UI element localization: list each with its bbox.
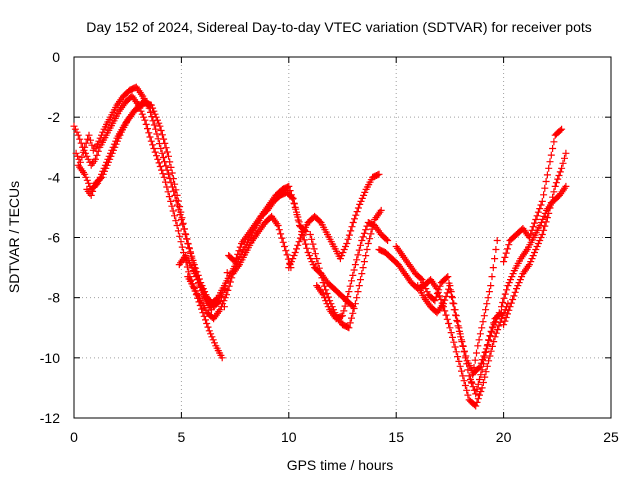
- y-tick-label: -6: [48, 230, 61, 246]
- point-markers: [220, 188, 310, 311]
- point-markers: [175, 182, 357, 311]
- y-tick-label: 0: [52, 49, 60, 65]
- x-tick-label: 5: [178, 429, 186, 445]
- axis-ticks: 0 5 10 15 20 25 0 -2 -4 -6 -8 -10 -12: [40, 49, 619, 445]
- point-markers: [414, 282, 505, 398]
- series-track-17: [500, 149, 570, 329]
- series-track-6: [184, 212, 295, 323]
- series-track-4: [83, 98, 151, 199]
- chart-title: Day 152 of 2024, Sidereal Day-to-day VTE…: [86, 19, 592, 35]
- series-track-8: [285, 170, 383, 272]
- x-tick-label: 10: [281, 429, 297, 445]
- point-markers: [500, 149, 570, 329]
- series-track-7: [220, 188, 310, 311]
- point-markers: [83, 98, 151, 199]
- series-track-3: [74, 98, 215, 314]
- series-track-14: [467, 237, 501, 386]
- series-track-10: [313, 219, 392, 323]
- point-markers: [500, 125, 566, 266]
- y-axis-label: SDTVAR / TECUs: [6, 181, 22, 293]
- point-markers: [313, 219, 392, 323]
- point-markers: [285, 170, 383, 272]
- series-track-1: [70, 92, 226, 362]
- x-tick-label: 20: [496, 429, 512, 445]
- series-track-13: [414, 282, 505, 398]
- x-tick-label: 15: [388, 429, 404, 445]
- series-track-16: [500, 125, 566, 266]
- point-markers: [74, 98, 215, 314]
- point-markers: [375, 246, 512, 410]
- series-track-11: [375, 246, 512, 410]
- y-tick-label: -2: [48, 109, 61, 125]
- y-tick-label: -12: [40, 410, 60, 426]
- point-markers: [70, 92, 226, 362]
- y-tick-label: -8: [48, 290, 61, 306]
- data-points: [70, 83, 570, 410]
- series-track-5: [175, 182, 357, 311]
- x-tick-label: 0: [70, 429, 78, 445]
- y-tick-label: -4: [48, 169, 61, 185]
- point-markers: [184, 212, 295, 323]
- x-tick-label: 25: [603, 429, 619, 445]
- y-tick-label: -10: [40, 350, 60, 366]
- point-markers: [467, 237, 501, 386]
- x-axis-label: GPS time / hours: [287, 457, 394, 473]
